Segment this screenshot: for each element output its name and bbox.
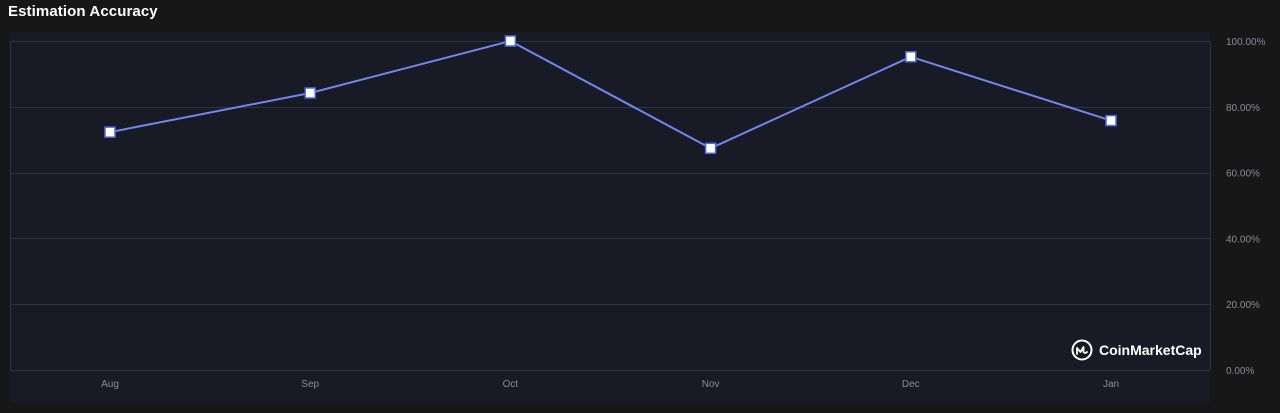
x-axis-ticks: Aug Sep Oct Nov Dec Jan (101, 379, 1119, 390)
gridlines (10, 41, 1210, 371)
chart-title: Estimation Accuracy (8, 3, 158, 20)
data-point-marker[interactable] (1105, 114, 1117, 127)
page-bottom-strip (0, 402, 1280, 413)
data-point-marker[interactable] (504, 35, 517, 47)
x-tick-label: Oct (503, 379, 519, 390)
series-markers (104, 35, 1117, 155)
x-tick-label: Sep (301, 379, 319, 390)
y-tick-label: 80.00% (1226, 103, 1260, 114)
coinmarketcap-watermark: CoinMarketCap (1071, 339, 1202, 361)
y-tick-label: 100.00% (1226, 37, 1266, 48)
y-tick-label: 40.00% (1226, 234, 1260, 245)
y-tick-label: 0.00% (1226, 366, 1254, 377)
y-axis-ticks: 0.00% 20.00% 40.00% 60.00% 80.00% 100.00% (1226, 37, 1266, 377)
coinmarketcap-logo-icon (1071, 339, 1093, 361)
y-tick-label: 60.00% (1226, 169, 1260, 180)
y-tick-label: 20.00% (1226, 300, 1260, 311)
data-point-marker[interactable] (905, 51, 917, 63)
x-tick-label: Dec (902, 379, 920, 390)
data-point-marker[interactable] (304, 87, 316, 99)
series-line (109, 40, 1112, 150)
x-tick-label: Nov (702, 379, 720, 390)
x-tick-label: Aug (101, 379, 119, 390)
x-tick-label: Jan (1103, 379, 1119, 390)
data-point-marker[interactable] (104, 126, 116, 138)
watermark-label: CoinMarketCap (1099, 342, 1202, 358)
plot-area (10, 32, 1210, 402)
series-line-group (109, 40, 1112, 150)
data-point-marker[interactable] (704, 142, 717, 155)
